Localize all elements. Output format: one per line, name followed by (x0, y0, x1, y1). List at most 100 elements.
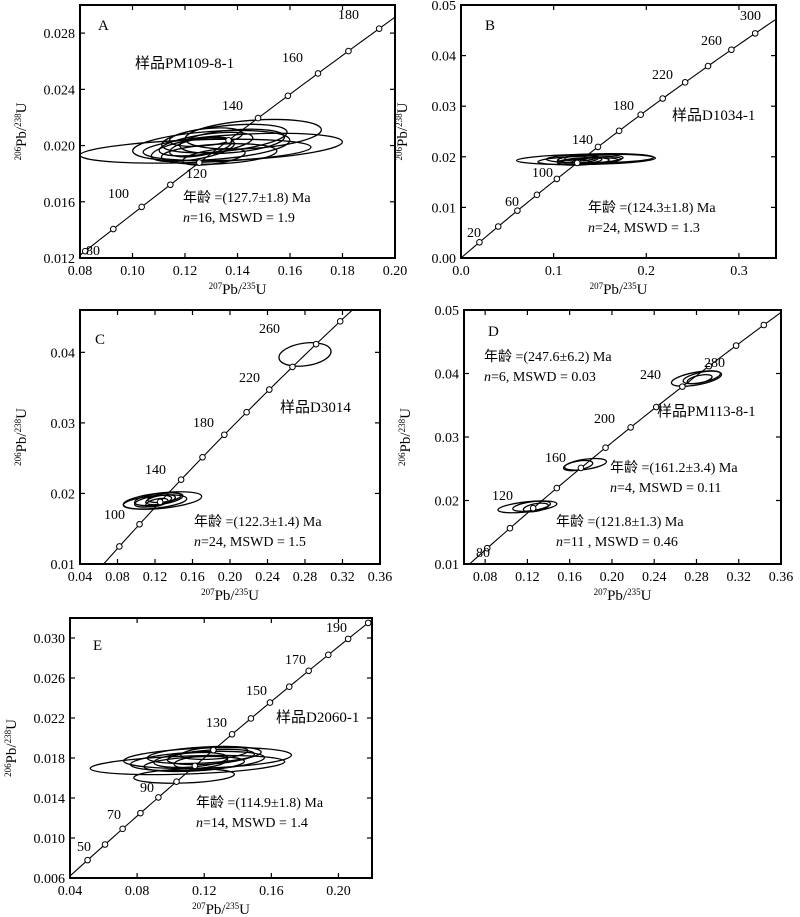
error-ellipse (169, 136, 233, 158)
y-tick-label: 0.03 (51, 417, 76, 432)
x-tick-label: 0.24 (255, 570, 280, 585)
y-tick-label: 0.024 (44, 83, 76, 98)
concordia-age-marker (138, 203, 145, 211)
concordia-age-marker (247, 715, 255, 722)
concordia-age-marker (177, 476, 185, 483)
sample-name: 样品PM109-8-1 (135, 55, 234, 72)
concordia-age-marker (615, 127, 623, 135)
panel-letter: B (485, 18, 495, 34)
sample-name: 样品D2060-1 (276, 709, 359, 726)
concordia-age-marker (196, 159, 203, 166)
panel-b: 0.0 0.1 0.2 0.3 0.00 0.01 0.02 0.03 0.04 0.05 207P… (394, 0, 777, 298)
concordia-age-marker (494, 223, 502, 230)
x-tick-label: 0.2 (638, 264, 656, 279)
panel-letter: E (93, 638, 102, 654)
plot-area (102, 310, 354, 564)
stats-annotation: n=11 , MSWD = 0.46 (556, 535, 678, 550)
concordia-age-marker (285, 683, 293, 690)
x-axis-label: 207Pb/235U (594, 587, 652, 604)
concordia-age-marker (136, 520, 143, 528)
error-ellipse (173, 754, 229, 770)
concordia-age-marker (167, 181, 174, 189)
concordia-age-marker (679, 383, 686, 390)
concordia-age-marker (284, 92, 292, 100)
x-tick-label: 0.36 (368, 570, 393, 585)
concordia-age-marker (577, 464, 585, 472)
concordia-age-label: 280 (704, 356, 725, 371)
concordia-age-marker (594, 143, 602, 151)
concordia-age-marker (228, 730, 236, 738)
concordia-age-marker (191, 762, 199, 770)
concordia-age-label: 60 (505, 195, 519, 210)
panel-letter: A (98, 18, 109, 34)
age-annotation: 年龄 =(121.8±1.3) Ma (556, 514, 684, 530)
y-axis-label: 206Pb/238U (3, 719, 20, 777)
y-axis-label: 206Pb/238U (394, 102, 411, 160)
concordia-age-marker (602, 444, 609, 451)
concordia-age-label: 170 (285, 653, 306, 668)
stats-annotation: n=14, MSWD = 1.4 (196, 816, 308, 831)
concordia-age-marker (243, 408, 250, 416)
concordia-age-marker (312, 340, 320, 348)
concordia-age-marker (506, 524, 514, 532)
x-tick-label: 0.36 (769, 570, 794, 585)
concordia-age-marker (553, 484, 561, 492)
x-tick-label: 0.12 (192, 884, 217, 899)
concordia-age-label: 140 (145, 463, 166, 478)
concordia-age-marker (266, 699, 274, 706)
concordia-age-label: 130 (206, 716, 227, 731)
error-ellipse (184, 118, 322, 150)
concordia-age-label: 20 (467, 226, 481, 241)
y-tick-label: 0.02 (51, 487, 76, 502)
x-tick-label: 0.04 (58, 884, 83, 899)
concordia-age-label: 160 (282, 51, 303, 66)
concordia-age-marker (289, 363, 296, 371)
plot-area (80, 16, 395, 256)
y-tick-label: 0.04 (435, 368, 460, 383)
y-tick-label: 0.016 (44, 196, 76, 211)
x-tick-label: 0.14 (225, 264, 250, 279)
concordia-age-marker (101, 841, 109, 848)
stats-annotation: n=6, MSWD = 0.03 (484, 370, 596, 385)
concordia-curve (102, 310, 354, 564)
x-tick-label: 0.20 (218, 570, 243, 585)
y-axis-label: 206Pb/238U (13, 102, 30, 160)
concordia-age-marker (476, 238, 483, 246)
concordia-age-label: 200 (594, 412, 615, 427)
plot-frame (69, 617, 373, 879)
y-axis: 0.01 0.02 0.03 0.04 0.05 (435, 304, 781, 573)
age-annotation: 年龄 =(247.6±6.2) Ma (484, 349, 612, 365)
y-axis: 0.00 0.01 0.02 0.03 0.04 0.05 (432, 0, 776, 267)
x-tick-label: 0.28 (293, 570, 318, 585)
concordia-age-marker (514, 207, 521, 214)
y-tick-label: 0.00 (432, 252, 457, 267)
stats-annotation: n=16, MSWD = 1.9 (183, 211, 295, 226)
x-axis-label: 207Pb/235U (590, 281, 648, 298)
y-tick-label: 0.04 (432, 50, 457, 65)
concordia-age-marker (266, 386, 273, 393)
concordia-age-label: 240 (640, 368, 661, 383)
stats-annotation: n=24, MSWD = 1.5 (194, 535, 306, 550)
x-tick-label: 0.0 (452, 264, 470, 279)
x-tick-label: 0.24 (642, 570, 667, 585)
x-tick-label: 0.32 (726, 570, 751, 585)
sample-name: 样品D1034-1 (672, 107, 755, 124)
x-tick-label: 0.12 (515, 570, 540, 585)
x-axis: 0.08 0.12 0.16 0.20 0.24 0.28 0.32 0.36 (473, 310, 793, 585)
error-ellipse (558, 158, 590, 166)
stats-annotation: n=4, MSWD = 0.11 (610, 481, 721, 496)
error-ellipse (278, 342, 332, 367)
panel-d: 0.08 0.12 0.16 0.20 0.24 0.28 0.32 0.36 0.01 0.02… (397, 304, 793, 604)
concordia-age-label: 70 (107, 808, 121, 823)
x-axis: 0.08 0.10 0.12 0.14 0.16 0.18 0.20 (68, 5, 407, 279)
y-tick-label: 0.05 (432, 0, 457, 14)
age-annotation: 年龄 =(127.7±1.8) Ma (183, 190, 311, 206)
y-tick-label: 0.03 (435, 431, 460, 446)
concordia-curve (468, 311, 781, 564)
concordia-age-marker (732, 342, 740, 349)
concordia-age-label: 300 (740, 9, 761, 24)
x-tick-label: 0.32 (330, 570, 355, 585)
concordia-age-marker (704, 62, 712, 70)
x-tick-label: 0.12 (143, 570, 168, 585)
concordia-age-marker (681, 79, 689, 86)
